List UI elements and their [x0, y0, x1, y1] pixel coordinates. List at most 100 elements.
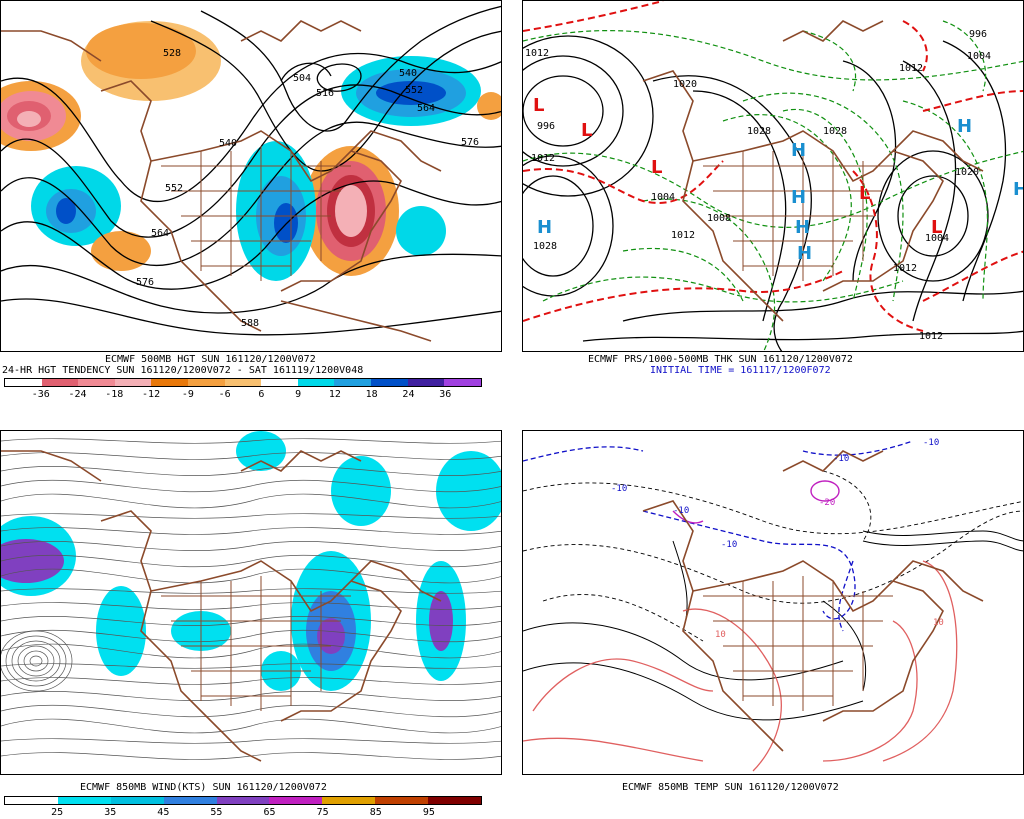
colorbar-tick-label: 65 — [263, 807, 276, 818]
colorbar-tick-label: 12 — [328, 389, 341, 400]
isobar-label: 1028 — [823, 126, 847, 137]
pressure-centers: H H H H H H H L L L L L — [533, 95, 1024, 264]
colorbar-swatch — [428, 797, 482, 804]
colorbar-swatch — [57, 797, 111, 804]
caption-500mb-line2: 24-HR HGT TENDENCY SUN 161120/1200V072 -… — [2, 365, 364, 376]
panel-500mb-height: 528 540 552 564 576 588 504 516 540 552 … — [0, 0, 502, 410]
colorbar-swatch — [188, 379, 225, 386]
coastlines — [642, 450, 984, 752]
contour-label: 552 — [405, 85, 423, 96]
low-pressure-symbol: L — [533, 95, 544, 116]
streamline — [1, 602, 501, 610]
temp-labels: -10 -10 -10 -20 -10 -10 10 10 — [611, 438, 944, 640]
political-borders — [703, 146, 893, 281]
colorbar-tick-label: 85 — [369, 807, 382, 818]
colorbar-swatch — [41, 379, 79, 386]
low-pressure-symbol: L — [581, 120, 592, 141]
high-pressure-symbol: H — [795, 217, 810, 238]
streamline — [1, 493, 501, 509]
isobar-label: 996 — [537, 121, 555, 132]
colorbar-wind-speed-labels: 25 35 45 55 65 75 85 95 — [4, 807, 482, 819]
colorbar-swatch — [224, 379, 262, 386]
colorbar-tick-label: 24 — [402, 389, 415, 400]
colorbar-hgt-tendency — [4, 378, 482, 387]
caption-wind-line1: ECMWF 850MB WIND(KTS) SUN 161120/1200V07… — [80, 782, 327, 793]
colorbar-swatch — [5, 797, 58, 804]
contour-label: 516 — [316, 88, 334, 99]
isobar-labels: 1012 996 1012 1020 1028 1028 1004 1012 1… — [525, 29, 991, 342]
isobars — [523, 35, 1023, 351]
contour-label: 540 — [399, 68, 417, 79]
colorbar-swatch — [151, 379, 189, 386]
coastlines — [642, 20, 984, 322]
colorbar-hgt-tendency-labels: -36 -24 -18 -12 -9 -6 6 9 12 18 24 36 — [4, 389, 482, 401]
streamline-circulation — [17, 645, 55, 677]
colorbar-swatch — [407, 379, 445, 386]
colorbar-tick-label: 36 — [439, 389, 452, 400]
colorbar-tick-label: 18 — [365, 389, 378, 400]
colorbar-swatch — [334, 379, 372, 386]
streamline — [1, 663, 501, 669]
colorbar-swatch — [269, 797, 323, 804]
streamline-circulation — [1, 630, 73, 692]
colorbar-swatch — [114, 379, 152, 386]
panel-850mb-temp: -10 -10 -10 -20 -10 -10 10 10 ECMWF 850M… — [522, 430, 1024, 819]
coastlines — [1, 20, 442, 342]
map-wind-canvas — [1, 431, 501, 762]
colorbar-swatch — [216, 797, 270, 804]
map-500mb-height: 528 540 552 564 576 588 504 516 540 552 … — [0, 0, 502, 352]
streamline — [1, 704, 501, 718]
colorbar-tick-label: 45 — [157, 807, 170, 818]
isobar-label: 1004 — [925, 233, 949, 244]
caption-500mb-line1: ECMWF 500MB HGT SUN 161120/1200V072 — [105, 354, 316, 365]
isobar-label: 996 — [969, 29, 987, 40]
coastlines — [1, 450, 442, 762]
contour-label: 504 — [293, 73, 311, 84]
temp-label: -20 — [819, 498, 835, 508]
map-pressure-canvas: H H H H H H H L L L L L 1012 996 1012 10… — [523, 1, 1024, 351]
high-pressure-symbol: H — [791, 140, 806, 161]
streamlines — [1, 438, 501, 760]
contour-label: 588 — [241, 318, 259, 329]
colorbar-swatch — [110, 797, 164, 804]
isobar-label: 1028 — [533, 241, 557, 252]
temp-contours-warm — [523, 560, 958, 772]
streamline — [1, 554, 501, 568]
colorbar-tick-label: 55 — [210, 807, 223, 818]
map-temp-canvas: -10 -10 -10 -20 -10 -10 10 10 — [523, 438, 1023, 772]
contour-label: 576 — [136, 277, 154, 288]
panel-surface-pressure: H H H H H H H L L L L L 1012 996 1012 10… — [522, 0, 1024, 410]
isobar-label: 1012 — [919, 331, 943, 342]
contour-label: 552 — [165, 183, 183, 194]
isobar-label: 1012 — [531, 153, 555, 164]
contour-label: 528 — [163, 48, 181, 59]
colorbar-tick-label: 25 — [51, 807, 64, 818]
map-850mb-temp: -10 -10 -10 -20 -10 -10 10 10 — [522, 430, 1024, 775]
thickness-red — [523, 1, 1023, 332]
colorbar-tick-label: 6 — [258, 389, 265, 400]
colorbar-tick-label: -12 — [142, 389, 161, 400]
caption-temp-line1: ECMWF 850MB TEMP SUN 161120/1200V072 — [622, 782, 839, 793]
colorbar-tick-label: 95 — [422, 807, 435, 818]
streamline — [1, 738, 501, 744]
isobar-label: 1008 — [707, 213, 731, 224]
streamline-circulation — [23, 650, 49, 672]
temp-label: -10 — [833, 454, 849, 464]
colorbar-tick-label: -6 — [218, 389, 231, 400]
colorbar-swatch — [78, 379, 115, 386]
streamline-circulation — [29, 655, 43, 667]
colorbar-swatch — [261, 379, 298, 386]
isobar-label: 1012 — [893, 263, 917, 274]
isobar-label: 1012 — [899, 63, 923, 74]
temp-contours-minus-20 — [672, 480, 840, 524]
political-borders — [703, 576, 893, 711]
high-pressure-symbol: H — [1013, 179, 1024, 200]
temp-label: -10 — [611, 484, 627, 494]
temp-label: -10 — [923, 438, 939, 448]
streamline-circulation — [5, 635, 67, 687]
colorbar-swatch — [322, 797, 376, 804]
contour-label: 564 — [417, 103, 435, 114]
high-pressure-symbol: H — [797, 243, 812, 264]
streamline — [1, 541, 501, 551]
isobar-label: 1004 — [967, 51, 991, 62]
